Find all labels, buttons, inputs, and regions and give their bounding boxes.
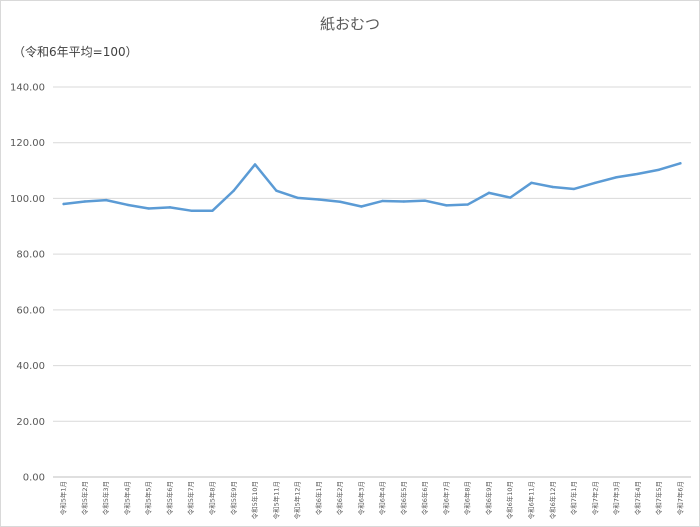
x-tick-label: 令和5年4月	[122, 481, 131, 515]
data-point	[211, 209, 214, 212]
x-tick-label: 令和6年1月	[314, 481, 323, 515]
data-point	[147, 207, 150, 210]
data-point	[466, 203, 469, 206]
x-tick-label: 令和6年8月	[463, 481, 472, 515]
series-line	[62, 162, 682, 212]
x-tick-label: 令和6年4月	[378, 481, 387, 515]
data-point	[232, 189, 235, 192]
x-tick-label: 令和5年9月	[229, 481, 238, 515]
x-tick-label: 令和7年4月	[633, 481, 642, 515]
data-point	[83, 200, 87, 203]
y-tick-label: 0.00	[23, 473, 45, 484]
y-tick-label: 60.00	[16, 305, 45, 316]
x-tick-label: 令和6年2月	[335, 481, 344, 515]
y-tick-label: 140.00	[10, 83, 45, 94]
data-point	[253, 163, 257, 166]
x-tick-label: 令和5年7月	[186, 481, 195, 515]
data-point	[423, 199, 427, 202]
x-tick-label: 令和5年12月	[293, 481, 302, 519]
data-point	[530, 181, 533, 185]
data-point	[445, 204, 448, 207]
x-tick-label: 令和6年12月	[548, 481, 557, 519]
chart-title: 紙おむつ	[319, 15, 380, 33]
x-tick-label: 令和5年11月	[271, 481, 280, 519]
data-point	[679, 162, 682, 165]
x-tick-label: 令和5年6月	[165, 481, 174, 515]
x-tick-label: 令和7年2月	[590, 481, 599, 515]
data-point	[360, 205, 363, 208]
x-tick-label: 令和6年5月	[399, 481, 408, 515]
data-point	[594, 181, 597, 185]
data-point	[126, 203, 129, 207]
x-tick-label: 令和6年6月	[420, 481, 429, 515]
x-tick-label: 令和5年10月	[250, 481, 259, 519]
data-point	[615, 176, 618, 179]
y-tick-label: 40.00	[16, 361, 45, 372]
data-point	[572, 187, 576, 191]
x-tick-label: 令和5年8月	[208, 481, 217, 515]
data-point	[338, 200, 342, 203]
data-point	[381, 199, 384, 203]
data-point	[402, 200, 406, 203]
x-tick-label: 令和7年6月	[675, 481, 684, 515]
x-tick-label: 令和6年3月	[356, 481, 365, 515]
data-point	[509, 196, 512, 199]
y-tick-label: 120.00	[10, 138, 45, 149]
x-tick-label: 令和7年5月	[654, 481, 663, 515]
x-tick-label: 令和5年5月	[144, 481, 153, 515]
data-point	[104, 198, 108, 202]
unit-label: （令和6年平均=100）	[13, 45, 138, 59]
x-tick-label: 令和5年2月	[80, 481, 89, 515]
x-tick-label: 令和5年3月	[101, 481, 110, 515]
data-point	[275, 189, 278, 192]
x-tick-label: 令和6年7月	[441, 481, 450, 515]
data-point	[190, 209, 193, 212]
data-point	[296, 196, 299, 200]
data-point	[317, 198, 321, 201]
y-tick-label: 100.00	[10, 194, 45, 205]
data-point	[551, 185, 554, 189]
x-tick-label: 令和6年11月	[527, 481, 536, 519]
data-point	[62, 202, 65, 206]
data-point	[636, 172, 640, 176]
x-tick-label: 令和5年1月	[59, 481, 68, 515]
y-tick-label: 20.00	[16, 417, 45, 428]
x-tick-label: 令和7年3月	[612, 481, 621, 515]
data-point	[657, 168, 661, 171]
x-tick-label: 令和7年1月	[569, 481, 578, 515]
data-point	[168, 206, 172, 209]
y-tick-label: 80.00	[16, 250, 45, 261]
x-tick-label: 令和6年10月	[505, 481, 514, 519]
x-tick-label: 令和6年9月	[484, 481, 493, 515]
data-point	[487, 191, 491, 195]
